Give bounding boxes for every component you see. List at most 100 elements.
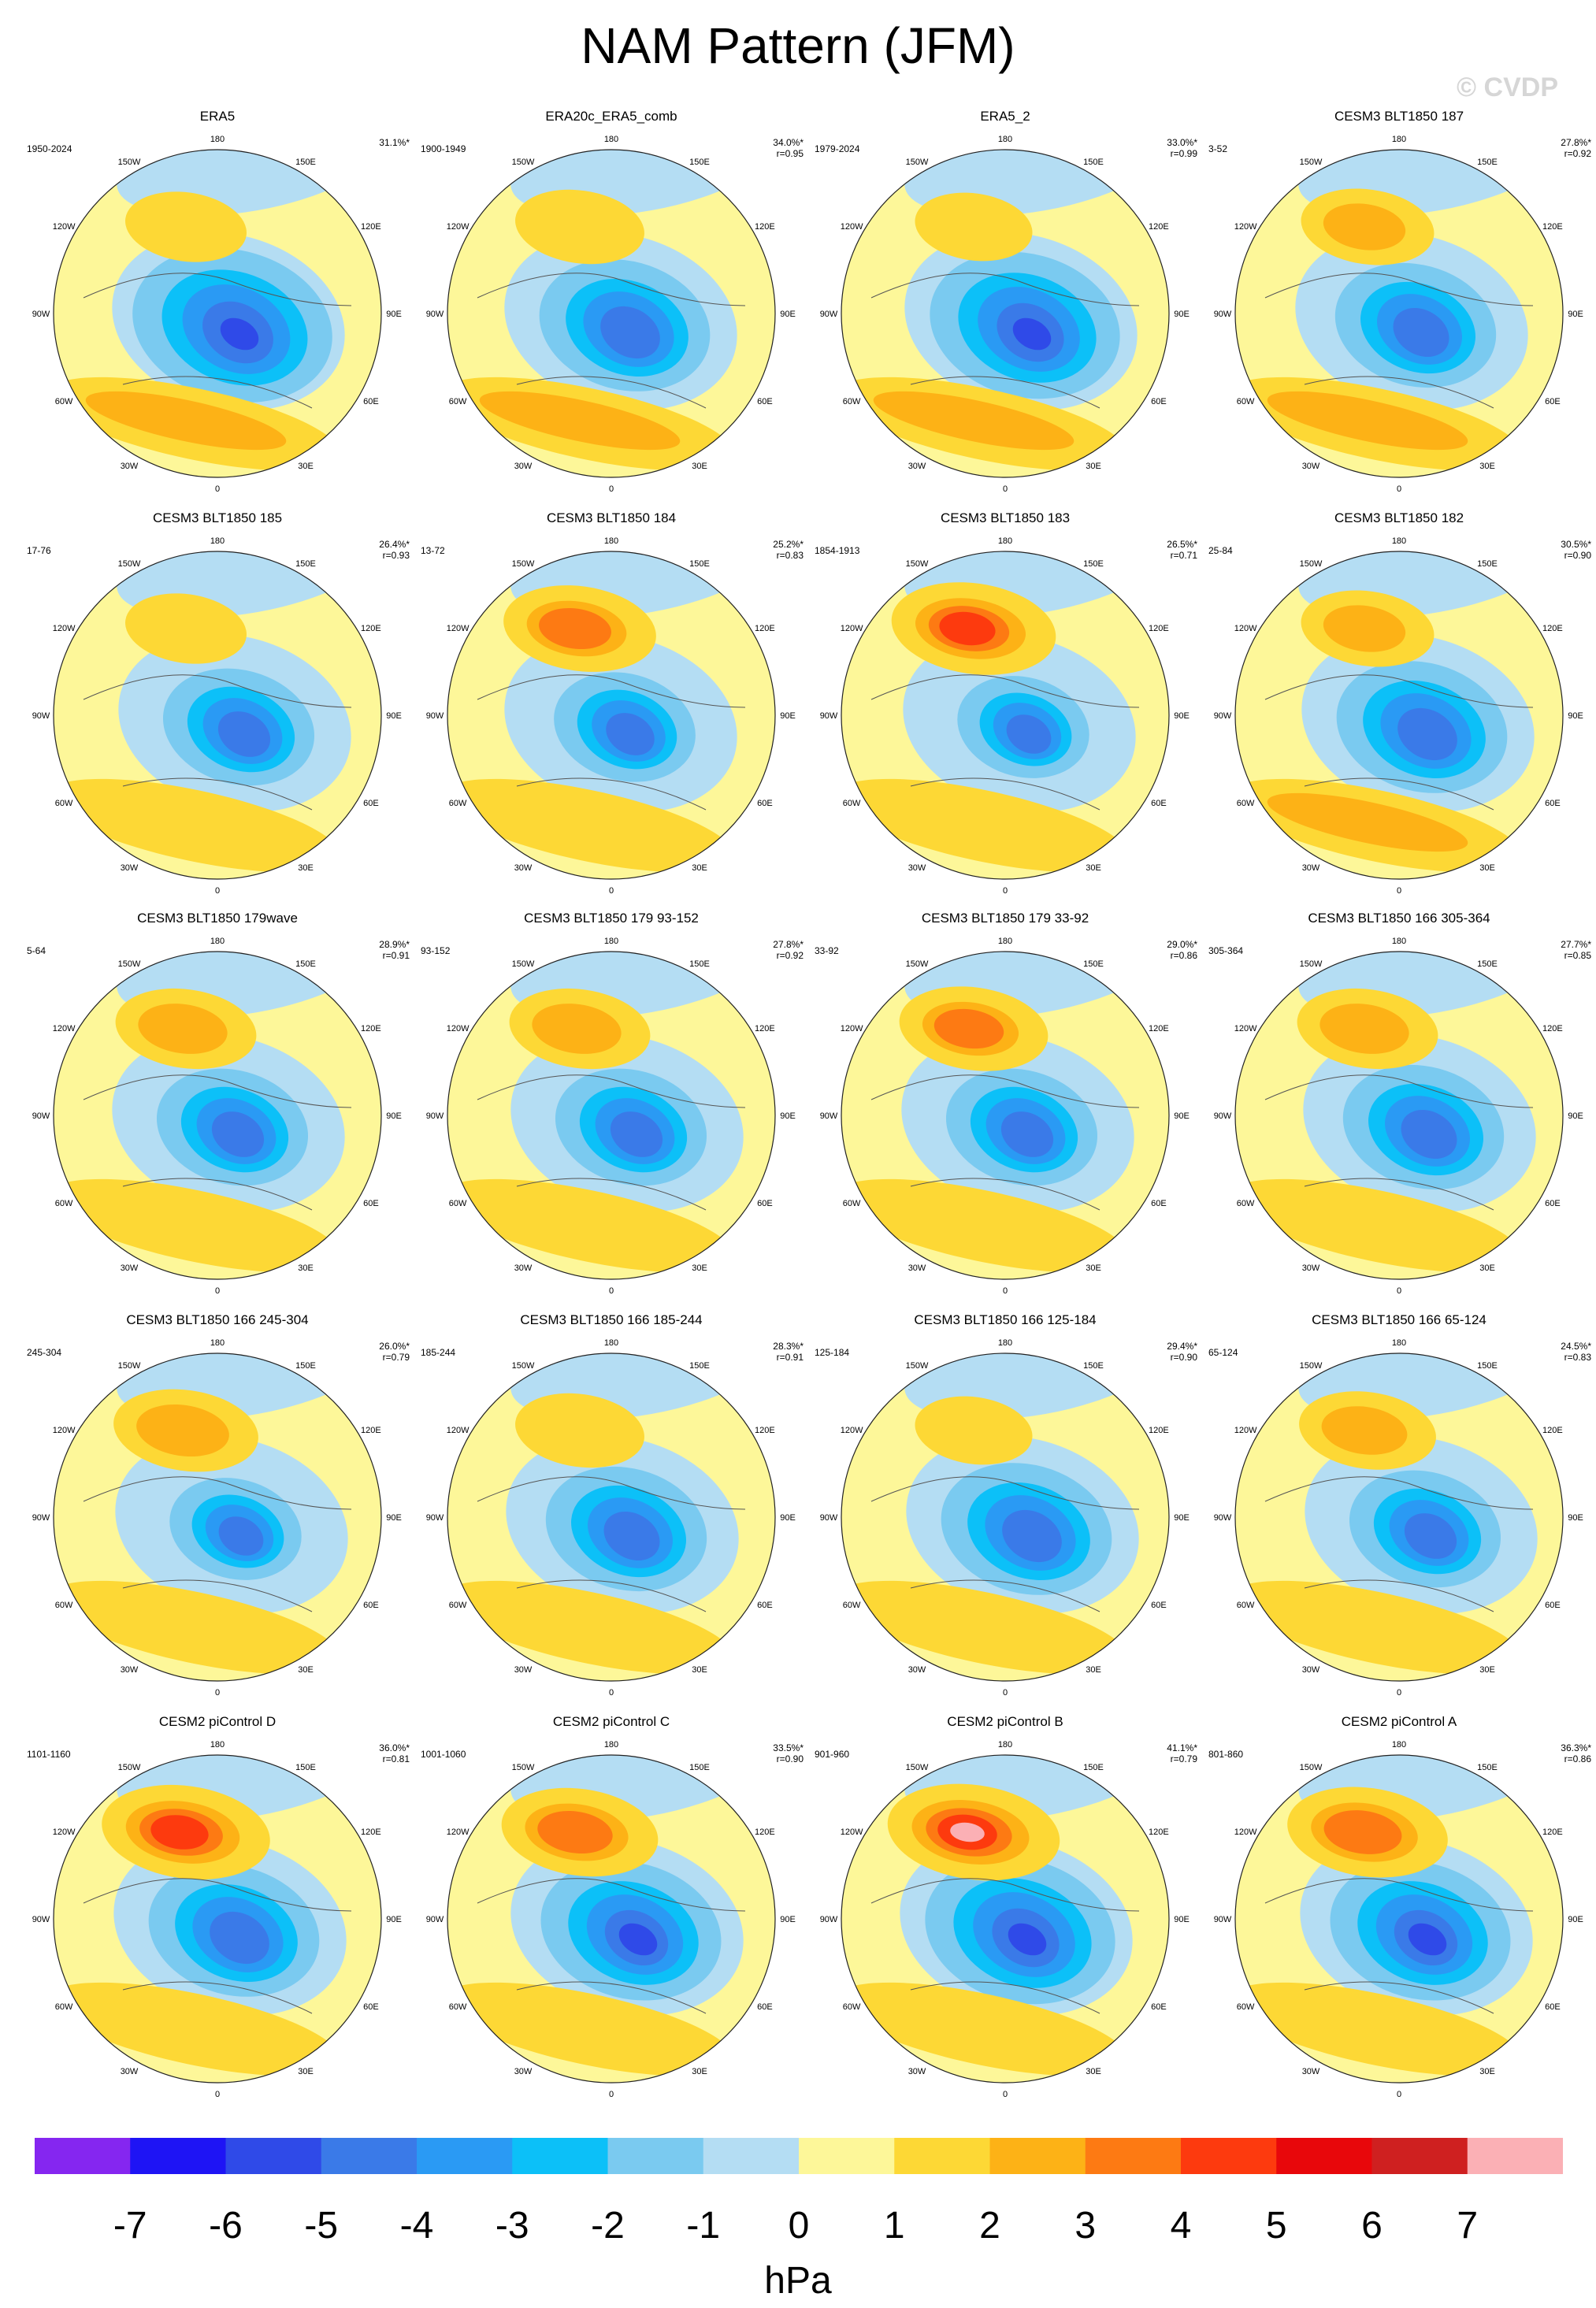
coastline — [477, 1074, 746, 1108]
longitude-label: 150E — [1083, 1763, 1104, 1772]
positive-anomaly-atlantic-core — [85, 391, 287, 451]
longitude-label: 60E — [1151, 799, 1167, 808]
panel-stats: 27.8%* r=0.92 — [773, 939, 804, 961]
colorbar-swatch — [894, 2138, 990, 2174]
coastline — [910, 1579, 1100, 1612]
colorbar-tick-label: -3 — [495, 2205, 529, 2247]
longitude-label: 150W — [512, 959, 535, 969]
positive-anomaly-pacific — [125, 593, 247, 664]
longitude-label: 30E — [1086, 462, 1101, 471]
longitude-label: 120E — [361, 1426, 381, 1435]
negative-anomaly-5 — [210, 1911, 269, 1965]
positive-anomaly-pacific-4 — [150, 1815, 209, 1850]
longitude-label: 90W — [1214, 1111, 1232, 1121]
colorbar-tick-label: -2 — [591, 2205, 625, 2247]
variance-explained: 34.0%* — [773, 137, 804, 148]
longitude-label: 0 — [609, 2090, 614, 2099]
positive-anomaly-pacific-2 — [1321, 1406, 1408, 1455]
map-border — [841, 551, 1170, 880]
panel-years: 5-64 — [27, 945, 46, 956]
positive-anomaly-pacific-2 — [532, 1004, 622, 1054]
colorbar-swatch — [1371, 2138, 1468, 2174]
colorbar-tick-label: -5 — [304, 2205, 339, 2247]
longitude-label: 120W — [1234, 624, 1257, 633]
longitude-label: 150E — [1083, 1361, 1104, 1371]
colorbar-swatch — [512, 2138, 608, 2174]
coastline — [910, 1178, 1100, 1211]
panel-title: CESM2 piControl D — [158, 1714, 277, 1729]
longitude-label: 0 — [215, 2090, 220, 2099]
longitude-label: 180 — [210, 536, 225, 546]
longitude-label: 90E — [386, 711, 402, 721]
longitude-label: 30E — [692, 1665, 707, 1675]
longitude-label: 120E — [361, 624, 381, 633]
longitude-label: 150E — [295, 1763, 316, 1772]
positive-anomaly-atlantic-core — [1267, 792, 1468, 852]
polar-map: 180 0 150W 150E 120W 120E 90W 90E 60W 60E 30W 30E — [1214, 135, 1583, 494]
longitude-label: 180 — [210, 135, 225, 144]
colorbar-swatch — [1276, 2138, 1372, 2174]
longitude-label: 120E — [361, 222, 381, 232]
pattern-correlation: r=0.83 — [776, 550, 804, 561]
positive-anomaly-atlantic — [447, 1982, 735, 2076]
longitude-label: 90E — [386, 1915, 402, 1924]
pattern-correlation: r=0.71 — [1170, 550, 1197, 561]
coastline — [83, 1878, 352, 1912]
longitude-label: 90W — [32, 711, 50, 721]
watermark: © CVDP — [1457, 72, 1558, 102]
longitude-label: 150E — [1477, 158, 1498, 167]
longitude-label: 30W — [514, 1263, 533, 1273]
longitude-label: 150E — [1477, 959, 1498, 969]
panel-stats: 31.1%* — [379, 137, 410, 148]
variance-explained: 33.5%* — [773, 1742, 804, 1753]
panel-title: CESM3 BLT1850 187 — [1334, 109, 1464, 124]
colorbar-swatch — [1181, 2138, 1277, 2174]
longitude-label: 120E — [755, 1024, 775, 1033]
polar-map: 180 0 150W 150E 120W 120E 90W 90E 60W 60E 30W 30E — [1214, 1740, 1583, 2099]
colorbar-tick-label: 1 — [883, 2205, 905, 2247]
longitude-label: 30W — [1302, 2067, 1320, 2076]
longitude-label: 60W — [843, 799, 861, 808]
longitude-label: 0 — [1397, 1286, 1401, 1296]
longitude-label: 150W — [512, 559, 535, 569]
longitude-label: 150W — [906, 1361, 929, 1371]
longitude-label: 60E — [1545, 1199, 1561, 1208]
longitude-label: 0 — [1003, 2090, 1008, 2099]
panel-stats: 29.0%* r=0.86 — [1167, 939, 1197, 961]
longitude-label: 150E — [295, 158, 316, 167]
longitude-label: 30E — [1479, 1665, 1495, 1675]
negative-anomaly-5 — [211, 1111, 265, 1157]
positive-anomaly-pacific-2 — [1323, 605, 1406, 652]
longitude-label: 180 — [998, 937, 1012, 946]
map-border — [53, 1754, 382, 2084]
longitude-label: 60E — [1151, 2002, 1167, 2012]
coastline — [122, 1178, 313, 1211]
longitude-label: 30W — [1302, 863, 1320, 873]
colorbar-tick-label: -6 — [209, 2205, 243, 2247]
longitude-label: 180 — [1392, 135, 1406, 144]
polar-map: 180 0 150W 150E 120W 120E 90W 90E 60W 60E 30W 30E — [426, 1740, 796, 2099]
panel-years: 1854-1913 — [815, 545, 860, 556]
polar-map: 180 0 150W 150E 120W 120E 90W 90E 60W 60E 30W 30E — [820, 536, 1190, 896]
longitude-label: 30E — [1086, 863, 1101, 873]
positive-anomaly-atlantic — [841, 1982, 1129, 2076]
longitude-label: 120E — [1542, 1426, 1563, 1435]
pattern-correlation: r=0.91 — [776, 1352, 804, 1363]
longitude-label: 30W — [1302, 1263, 1320, 1273]
coastline — [1304, 1981, 1494, 2014]
longitude-label: 90E — [1174, 1111, 1190, 1121]
longitude-label: 180 — [210, 1338, 225, 1348]
longitude-label: 150W — [1300, 1361, 1323, 1371]
colorbar-swatch — [321, 2138, 418, 2174]
variance-explained: 31.1%* — [379, 137, 410, 148]
variance-explained: 29.0%* — [1167, 939, 1197, 950]
pattern-correlation: r=0.86 — [1564, 1753, 1591, 1764]
map-border — [841, 951, 1170, 1280]
polar-map: 180 0 150W 150E 120W 120E 90W 90E 60W 60E 30W 30E — [32, 1338, 402, 1698]
colorbar-tick-label: 5 — [1265, 2205, 1287, 2247]
positive-anomaly-atlantic — [841, 1178, 1129, 1273]
panel-stats: 26.0%* r=0.79 — [379, 1341, 410, 1363]
polar-map: 180 0 150W 150E 120W 120E 90W 90E 60W 60E 30W 30E — [32, 1740, 402, 2099]
coastline — [516, 376, 707, 409]
longitude-label: 60W — [449, 799, 467, 808]
